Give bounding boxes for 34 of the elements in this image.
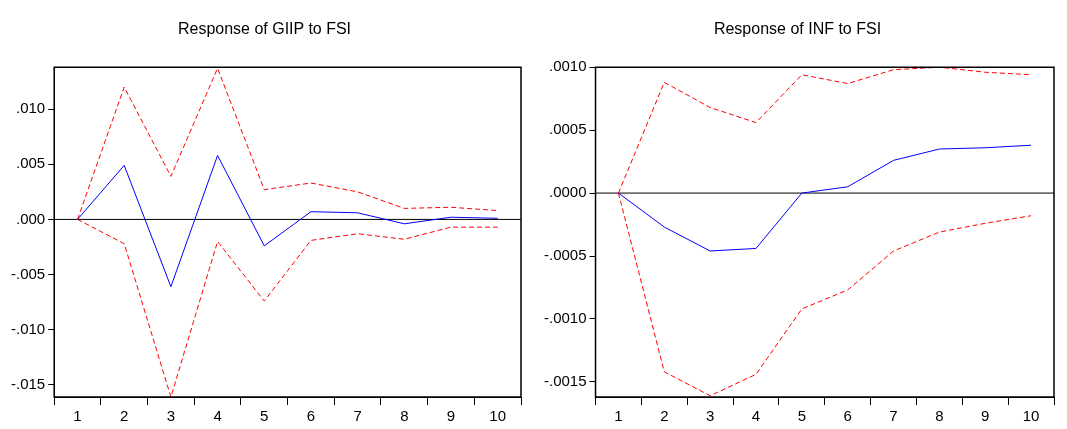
x-tick-label: 10 [489, 407, 506, 425]
x-tick-label: 1 [614, 407, 623, 425]
x-tick-label: 5 [797, 407, 807, 425]
y-tick-label: -.005 [10, 264, 46, 282]
y-tick-label: .0005 [548, 120, 587, 138]
x-tick-label: 4 [213, 407, 222, 425]
x-tick-label: 9 [981, 407, 990, 425]
x-tick-label: 6 [306, 407, 316, 425]
x-tick-label: 4 [751, 407, 761, 425]
chart-title: Response of INF to FSI [713, 20, 882, 38]
y-tick-label: .0010 [548, 57, 587, 75]
x-tick-label: 2 [120, 407, 129, 425]
x-tick-label: 7 [889, 407, 898, 425]
y-tick-label: .010 [15, 99, 46, 117]
y-tick-label: .000 [15, 209, 46, 227]
x-tick-label: 6 [843, 407, 852, 425]
x-tick-label: 10 [1022, 407, 1040, 425]
x-tick-label: 9 [446, 407, 456, 425]
x-tick-label: 7 [353, 407, 362, 425]
x-tick-label: 1 [73, 407, 82, 425]
chart-title: Response of GIIP to FSI [177, 20, 352, 38]
y-tick-label: -.0005 [543, 246, 587, 264]
y-tick-label: .005 [15, 154, 46, 172]
y-tick-label: -.0015 [543, 372, 587, 390]
y-tick-label: -.0010 [543, 309, 587, 327]
x-tick-label: 8 [935, 407, 944, 425]
x-tick-label: 3 [705, 407, 715, 425]
x-tick-label: 5 [260, 407, 269, 425]
y-tick-label: -.010 [10, 319, 46, 337]
x-tick-label: 3 [166, 407, 176, 425]
y-tick-label: .0000 [548, 183, 587, 201]
x-tick-label: 8 [400, 407, 409, 425]
x-tick-label: 2 [660, 407, 669, 425]
y-tick-label: -.015 [10, 375, 46, 393]
